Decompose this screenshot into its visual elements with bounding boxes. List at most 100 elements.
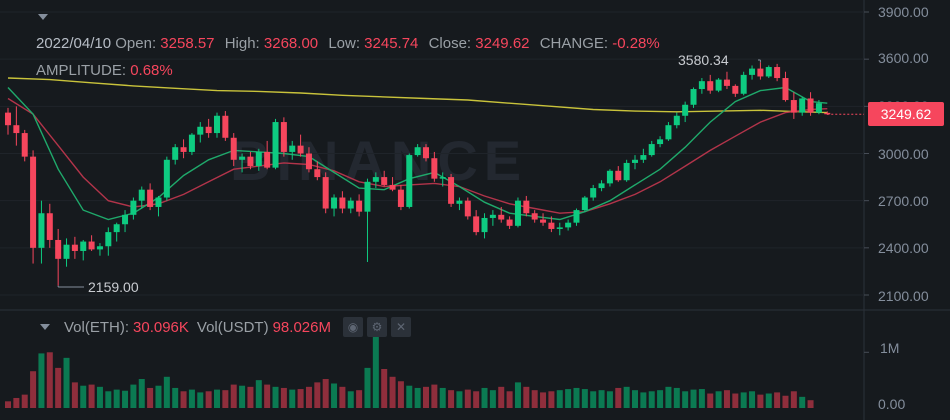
amplitude-value: 0.68% <box>130 62 173 79</box>
ohlc-readout: 2022/04/10 Open: 3258.57 High: 3268.00 L… <box>36 35 666 55</box>
volume-bar <box>715 391 722 408</box>
candle-body <box>598 183 605 189</box>
collapse-main-panel-icon[interactable] <box>38 14 48 20</box>
candle-body <box>314 169 321 178</box>
candle-body <box>439 177 446 179</box>
price-tick-label: 2100.00 <box>878 288 929 304</box>
volume-bar <box>88 384 95 408</box>
candle-body <box>732 85 739 94</box>
volume-bar <box>30 371 37 408</box>
candle-body <box>489 214 496 218</box>
candle-body <box>96 246 103 250</box>
volume-bar <box>506 391 513 408</box>
collapse-volume-panel-icon[interactable] <box>40 324 50 330</box>
volume-bar <box>147 387 154 408</box>
low-value: 3245.74 <box>364 35 419 52</box>
volume-bar <box>514 382 521 408</box>
candle-body <box>188 134 195 152</box>
volume-bar <box>71 382 78 408</box>
volume-bar <box>356 390 363 408</box>
candle-body <box>255 151 262 167</box>
candle-body <box>180 147 187 152</box>
candle-body <box>799 98 806 113</box>
candle-body <box>88 241 95 250</box>
volume-bar <box>13 397 20 408</box>
candle-body <box>514 200 521 226</box>
candle-body <box>205 126 212 134</box>
candle-body <box>247 156 254 167</box>
vol-eth-value: 30.096K <box>133 318 189 336</box>
candle-body <box>163 159 170 198</box>
candle-body <box>615 170 622 181</box>
volume-bar <box>5 401 11 408</box>
candle-body <box>364 181 371 212</box>
volume-bar <box>255 380 262 408</box>
volume-bar <box>782 395 789 408</box>
candle-body <box>757 68 764 77</box>
candle-body <box>130 200 137 215</box>
vol-eth-label: Vol(ETH): <box>64 318 130 336</box>
volume-bar <box>456 391 463 408</box>
volume-bar <box>540 392 547 408</box>
volume-bar <box>214 389 220 408</box>
volume-readout: Vol(ETH): 30.096K Vol(USDT) 98.026M ◉ ⚙ … <box>40 316 411 338</box>
volume-bar <box>180 391 187 408</box>
close-icon[interactable]: ✕ <box>390 317 411 337</box>
candle-body <box>155 197 162 207</box>
candle-body <box>665 125 672 140</box>
amplitude-readout: AMPLITUDE: 0.68% <box>36 62 173 82</box>
candle-body <box>573 210 580 223</box>
high-value: 3268.00 <box>263 35 319 52</box>
volume-bar <box>372 330 379 408</box>
candle-body <box>138 189 145 201</box>
candle-body <box>540 219 547 223</box>
volume-bar <box>640 392 647 408</box>
candle-body <box>297 145 304 154</box>
candle-body <box>289 145 296 152</box>
candle-body <box>657 139 664 145</box>
volume-bar <box>339 386 346 408</box>
volume-bar <box>799 396 806 408</box>
candle-body <box>815 103 822 113</box>
volume-bar <box>96 386 103 408</box>
candle-body <box>590 188 597 198</box>
volume-bar <box>172 387 179 408</box>
last-price-tag: 3249.62 <box>868 102 944 126</box>
candle-body <box>556 227 563 229</box>
volume-bar <box>632 390 638 408</box>
candle-body <box>222 115 229 138</box>
volume-bar <box>698 389 705 408</box>
volume-bar <box>397 381 404 408</box>
candle-body <box>389 184 396 190</box>
volume-bar <box>581 389 588 408</box>
eye-icon[interactable]: ◉ <box>342 317 363 337</box>
candle-body <box>13 125 20 134</box>
candle-body <box>790 100 797 113</box>
candle-body <box>431 158 438 179</box>
candle-body <box>397 189 404 207</box>
candle-body <box>606 170 613 184</box>
volume-bar <box>46 352 53 408</box>
candle-body <box>239 156 246 160</box>
candle-body <box>782 78 789 101</box>
price-tick-label: 3000.00 <box>878 146 929 162</box>
candle-body <box>172 147 179 160</box>
settings-icon[interactable]: ⚙ <box>366 317 387 337</box>
volume-bar <box>347 391 354 408</box>
volume-bar <box>623 386 630 408</box>
volume-bar <box>406 385 413 408</box>
volume-bar <box>565 389 572 408</box>
volume-bar <box>489 390 496 408</box>
volume-bar <box>615 387 622 408</box>
volume-bar <box>790 391 797 408</box>
volume-bar <box>222 390 229 408</box>
volume-bar <box>481 387 488 408</box>
volume-bar <box>21 394 28 408</box>
candle-body <box>632 159 638 163</box>
volume-bar <box>740 392 747 408</box>
low-marker-label: 2159.00 <box>88 279 139 295</box>
candle-body <box>682 104 689 116</box>
candle-body <box>448 177 455 204</box>
